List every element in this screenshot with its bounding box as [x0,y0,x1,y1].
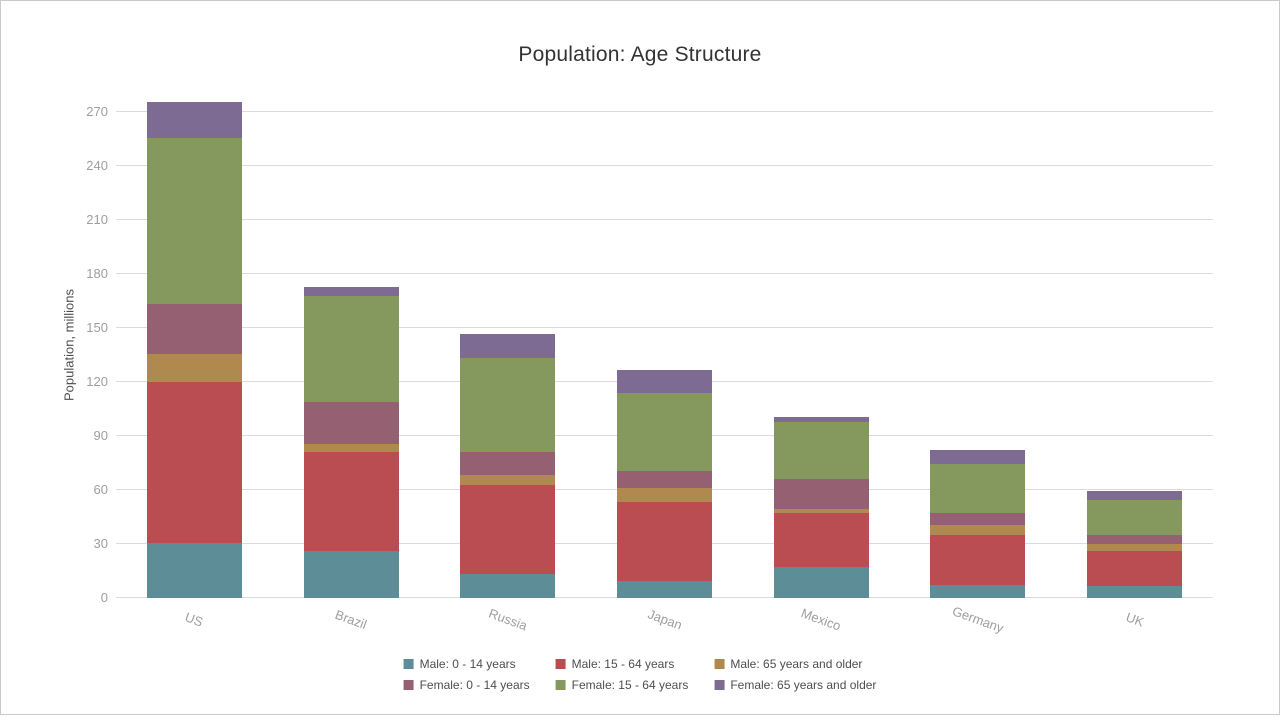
legend-label: Female: 65 years and older [730,678,877,692]
bar-segment-mexico-female-0-14-years[interactable] [773,479,869,509]
legend-label: Female: 15 - 64 years [571,678,689,692]
bar-segment-germany-female-15-64-years[interactable] [930,463,1026,514]
bar-segment-mexico-female-65-years-and-older[interactable] [773,417,869,422]
legend-item-female-65-years-and-older[interactable]: Female: 65 years and older [714,678,876,692]
y-tick-label: 0 [100,590,108,605]
bar-segment-russia-female-0-14-years[interactable] [460,452,556,475]
bar-segment-russia-male-65-years-and-older[interactable] [460,474,556,485]
gridline [116,327,1213,328]
legend-label: Female: 0 - 14 years [419,678,530,692]
legend-label: Male: 0 - 14 years [419,657,516,671]
y-tick-label: 120 [86,374,108,389]
bar-segment-us-male-15-64-years[interactable] [146,382,242,544]
bar-segment-germany-male-15-64-years[interactable] [930,535,1026,586]
bar-segment-uk-male-15-64-years[interactable] [1087,551,1183,587]
gridline [116,111,1213,112]
y-tick-label: 180 [86,266,108,281]
y-tick-label: 270 [86,104,108,119]
bar-segment-russia-female-65-years-and-older[interactable] [460,334,556,358]
plot-area [116,91,1213,598]
bar-segment-brazil-female-0-14-years[interactable] [303,401,399,445]
legend-swatch-icon [403,659,414,669]
bar-segment-us-male-0-14-years[interactable] [146,543,242,598]
bar-segment-mexico-male-65-years-and-older[interactable] [773,508,869,513]
bar-segment-russia-male-15-64-years[interactable] [460,484,556,574]
legend-item-female-15-64-years[interactable]: Female: 15 - 64 years [555,678,689,692]
bar-segment-brazil-female-65-years-and-older[interactable] [303,286,399,296]
x-axis-label-uk: UK [1123,609,1146,630]
legend-swatch-icon [714,659,725,669]
x-axis-label-brazil: Brazil [333,606,369,633]
bar-segment-mexico-male-15-64-years[interactable] [773,512,869,567]
bar-segment-japan-female-0-14-years[interactable] [617,471,712,489]
bar-segment-uk-female-65-years-and-older[interactable] [1087,490,1183,500]
legend: Male: 0 - 14 years Male: 15 - 64 years Mal… [403,657,876,692]
x-axis-label-us: US [183,609,206,630]
bar-segment-us-female-0-14-years[interactable] [146,303,242,355]
legend-swatch-icon [555,680,566,690]
bar-segment-germany-female-0-14-years[interactable] [930,513,1026,526]
bar-segment-japan-male-65-years-and-older[interactable] [617,488,712,502]
legend-item-male-65-years-and-older[interactable]: Male: 65 years and older [714,657,862,671]
x-axis-label-mexico: Mexico [799,605,844,634]
bar-segment-brazil-male-65-years-and-older[interactable] [303,444,399,453]
bar-segment-germany-female-65-years-and-older[interactable] [930,449,1026,464]
legend-item-female-0-14-years[interactable]: Female: 0 - 14 years [403,678,530,692]
y-tick-label: 240 [86,158,108,173]
gridline [116,273,1213,274]
x-axis-label-japan: Japan [645,606,684,633]
bar-segment-us-female-65-years-and-older[interactable] [146,102,242,139]
legend-label: Male: 65 years and older [730,657,863,671]
legend-label: Male: 15 - 64 years [571,657,675,671]
legend-swatch-icon [714,680,725,690]
bar-segment-us-female-15-64-years[interactable] [146,138,242,304]
y-tick-label: 210 [86,212,108,227]
bar-segment-japan-male-0-14-years[interactable] [617,580,712,598]
bar-segment-russia-male-0-14-years[interactable] [460,573,556,598]
bar-segment-russia-female-15-64-years[interactable] [460,357,556,453]
x-axis-label-germany: Germany [950,603,1006,636]
y-tick-label: 150 [86,320,108,335]
y-tick-label: 90 [93,428,108,443]
bar-segment-mexico-female-15-64-years[interactable] [773,421,869,480]
bar-segment-japan-female-15-64-years[interactable] [617,392,712,472]
bar-segment-brazil-male-0-14-years[interactable] [303,551,399,598]
bar-segment-uk-male-0-14-years[interactable] [1087,586,1183,598]
bar-segment-us-male-65-years-and-older[interactable] [146,354,242,382]
bar-segment-mexico-male-0-14-years[interactable] [773,566,869,598]
legend-item-male-0-14-years[interactable]: Male: 0 - 14 years [403,657,516,671]
bar-segment-germany-male-65-years-and-older[interactable] [930,525,1026,535]
legend-swatch-icon [403,680,414,690]
bar-segment-uk-female-15-64-years[interactable] [1087,499,1183,535]
bar-segment-uk-male-65-years-and-older[interactable] [1087,544,1183,552]
legend-swatch-icon [555,659,566,669]
bar-segment-brazil-female-15-64-years[interactable] [303,295,399,402]
chart-title: Population: Age Structure [518,43,762,66]
y-tick-label: 30 [93,536,108,551]
bar-segment-japan-male-15-64-years[interactable] [617,501,712,581]
bar-segment-brazil-male-15-64-years[interactable] [303,452,399,552]
x-axis-label-russia: Russia [486,605,530,634]
bar-segment-uk-female-0-14-years[interactable] [1087,535,1183,544]
y-tick-label: 60 [93,482,108,497]
gridline [116,219,1213,220]
legend-item-male-15-64-years[interactable]: Male: 15 - 64 years [555,657,675,671]
gridline [116,165,1213,166]
bar-segment-japan-female-65-years-and-older[interactable] [617,370,712,393]
bar-segment-germany-male-0-14-years[interactable] [930,585,1026,598]
